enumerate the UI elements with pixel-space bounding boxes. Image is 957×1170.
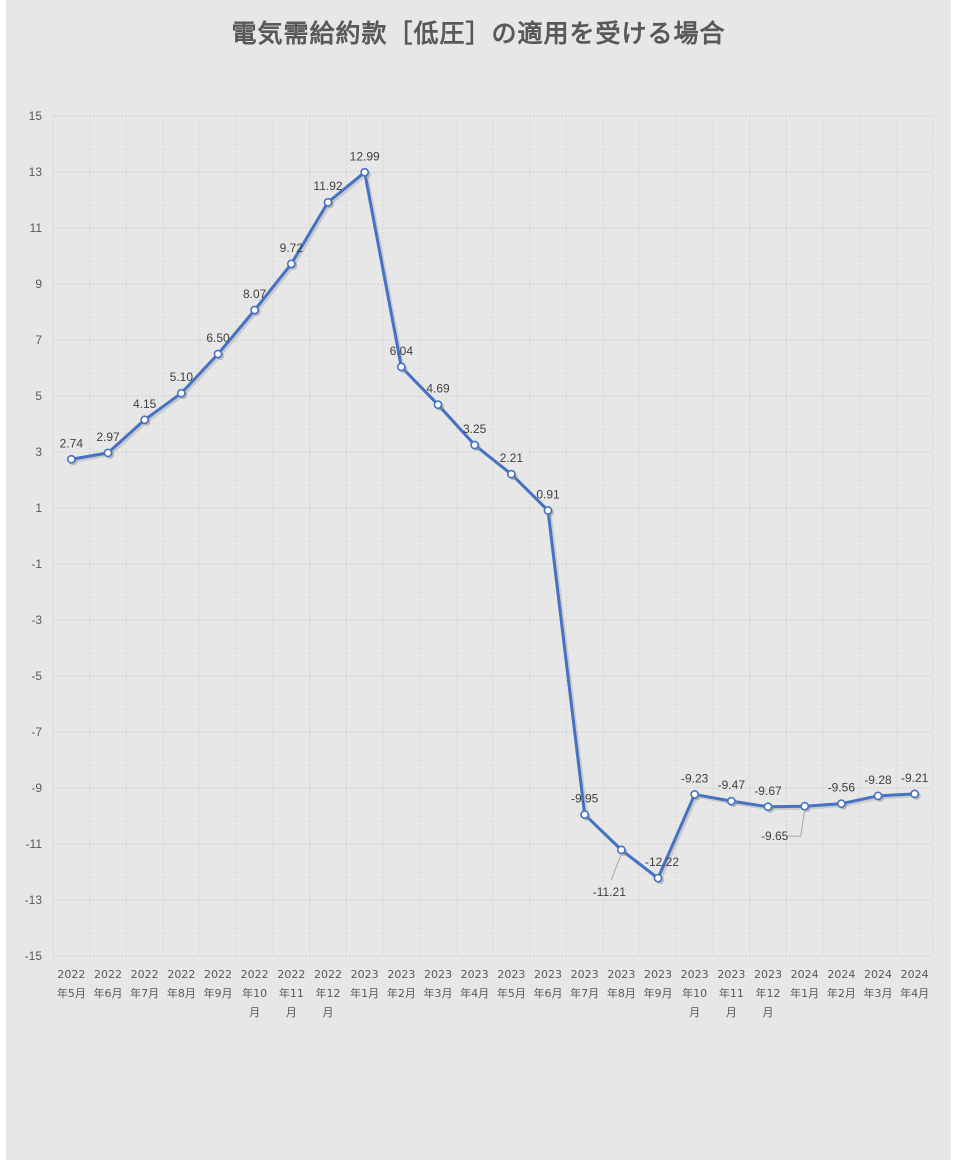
data-point	[396, 362, 406, 372]
x-tick-label: 2023 年2月	[387, 968, 416, 1000]
data-label: -9.23	[681, 771, 709, 785]
data-point	[250, 305, 260, 315]
data-point	[213, 349, 223, 359]
data-point	[653, 873, 663, 883]
data-point	[176, 388, 186, 398]
data-labels: 2.74 2.97 4.15 5.10 6.50 8.07 9.72 11.92 12.99 6.…	[60, 149, 929, 899]
data-label: 6.04	[390, 344, 414, 358]
x-tick-label: 2023 年8月	[607, 968, 636, 1000]
y-tick-label: 1	[35, 501, 42, 515]
grid-lines	[52, 115, 934, 957]
data-point	[543, 506, 553, 515]
data-label: -9.67	[754, 784, 782, 798]
y-tick-label: 13	[29, 165, 43, 179]
data-label: 8.07	[243, 287, 267, 301]
x-tick-label: 2022 年5月	[57, 968, 86, 1000]
x-tick-label: 2022 年7月	[130, 968, 159, 1000]
x-tick-label: 2023 年10 月	[681, 968, 709, 1019]
data-label: 2.97	[96, 430, 120, 444]
x-tick-label: 2024 年3月	[864, 968, 893, 1000]
y-tick-label: 3	[35, 445, 42, 459]
data-label: -9.56	[828, 781, 856, 795]
data-label: 5.10	[170, 370, 194, 384]
x-tick-label: 2023 年1月	[350, 968, 379, 1000]
y-tick-label: -7	[31, 725, 42, 739]
x-tick-label: 2023 年4月	[460, 968, 489, 1000]
x-tick-label: 2022 年12 月	[314, 968, 342, 1019]
x-tick-label: 2023 年11 月	[717, 968, 745, 1019]
x-tick-label: 2022 年9月	[204, 968, 233, 1000]
data-point	[66, 454, 76, 464]
leader-line	[800, 810, 806, 837]
data-point	[140, 415, 150, 425]
data-label: 4.15	[133, 397, 157, 411]
y-tick-label: 11	[30, 221, 43, 235]
data-label: -9.47	[718, 778, 746, 792]
data-label: 6.50	[206, 331, 230, 345]
y-tick-label: 9	[35, 277, 42, 291]
data-label: 9.72	[280, 241, 304, 255]
data-label: -9.21	[901, 771, 929, 785]
data-point	[763, 802, 773, 812]
x-tick-label: 2024 年2月	[827, 968, 856, 1000]
data-point	[910, 789, 920, 799]
series-points	[66, 167, 921, 885]
data-point	[836, 799, 846, 809]
data-point	[726, 796, 736, 806]
x-tick-label: 2022 年10 月	[241, 968, 269, 1019]
y-tick-label: 7	[35, 333, 42, 347]
x-tick-label: 2023 年3月	[424, 968, 453, 1000]
data-point	[616, 845, 626, 855]
data-point	[800, 801, 810, 811]
data-label: 2.74	[60, 436, 84, 450]
y-tick-label: -11	[26, 837, 43, 851]
data-label: 12.99	[350, 149, 380, 163]
data-label: 0.91	[536, 488, 560, 502]
x-tick-label: 2022 年6月	[94, 968, 123, 1000]
data-label: 3.25	[463, 422, 487, 436]
y-tick-label: -13	[25, 893, 43, 907]
data-label: 4.69	[426, 382, 450, 396]
x-tick-label: 2023 年6月	[534, 968, 563, 1000]
y-tick-label: -15	[25, 949, 43, 963]
leader-line	[610, 853, 622, 881]
y-tick-label: -9	[31, 781, 42, 795]
data-point	[873, 791, 883, 801]
y-tick-label: -3	[31, 613, 42, 627]
data-label: -9.28	[864, 773, 892, 787]
y-tick-label: -1	[31, 557, 42, 571]
y-tick-label: 15	[29, 109, 43, 123]
x-tick-label: 2023 年9月	[644, 968, 673, 1000]
data-label: -11.21	[593, 885, 626, 899]
data-point	[360, 167, 370, 177]
data-point	[506, 469, 516, 479]
x-tick-label: 2024 年4月	[900, 968, 929, 1000]
data-label: -9.95	[571, 792, 599, 806]
y-axis-ticks: 15 13 11 9 7 5 3 1 -1 -3 -5 -7 -9 -11 -13 -15	[25, 109, 43, 963]
data-label: -9.65	[761, 829, 789, 843]
data-point	[433, 400, 443, 410]
data-point	[103, 448, 113, 458]
data-point	[580, 810, 590, 819]
x-tick-label: 2022 年8月	[167, 968, 196, 1000]
chart-title: 電気需給約款［低圧］の適用を受ける場合	[231, 19, 726, 48]
x-tick-label: 2023 年7月	[570, 968, 599, 1000]
data-label: 11.92	[313, 179, 342, 193]
data-label: -12.22	[645, 855, 679, 869]
x-tick-label: 2022 年11 月	[277, 968, 305, 1019]
x-tick-label: 2023 年12 月	[754, 968, 782, 1019]
data-point	[470, 440, 480, 450]
y-tick-label: -5	[31, 669, 42, 683]
data-point	[323, 197, 333, 207]
data-label: 2.21	[500, 451, 524, 465]
series-line-path	[71, 170, 915, 880]
data-point	[286, 259, 296, 269]
x-tick-label: 2024 年1月	[790, 968, 819, 1000]
x-tick-label: 2023 年5月	[497, 968, 526, 1000]
y-tick-label: 5	[35, 389, 42, 403]
data-point	[690, 790, 700, 799]
series-line	[71, 170, 917, 882]
